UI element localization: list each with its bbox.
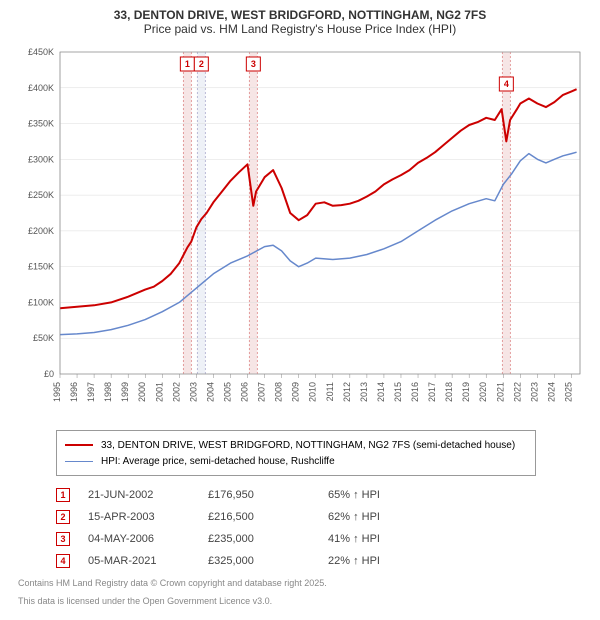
legend-swatch xyxy=(65,444,93,446)
svg-text:2020: 2020 xyxy=(478,382,488,402)
svg-text:£450K: £450K xyxy=(28,47,54,57)
event-row: 1 21-JUN-2002£176,95065% ↑ HPI xyxy=(56,484,590,506)
event-date: 05-MAR-2021 xyxy=(88,555,208,567)
svg-text:1995: 1995 xyxy=(52,382,62,402)
legend-swatch xyxy=(65,461,93,462)
svg-text:2002: 2002 xyxy=(171,382,181,402)
event-price: £235,000 xyxy=(208,533,328,545)
event-gain: 62% ↑ HPI xyxy=(328,511,380,523)
event-price: £216,500 xyxy=(208,511,328,523)
legend-item: HPI: Average price, semi-detached house,… xyxy=(65,453,527,469)
svg-text:1997: 1997 xyxy=(86,382,96,402)
svg-text:4: 4 xyxy=(504,79,509,89)
svg-text:2012: 2012 xyxy=(342,382,352,402)
svg-text:2013: 2013 xyxy=(359,382,369,402)
event-gain: 41% ↑ HPI xyxy=(328,533,380,545)
svg-text:2: 2 xyxy=(199,59,204,69)
footnote-license: This data is licensed under the Open Gov… xyxy=(18,596,582,608)
svg-text:£150K: £150K xyxy=(28,262,54,272)
svg-text:2023: 2023 xyxy=(529,382,539,402)
svg-text:2016: 2016 xyxy=(410,382,420,402)
svg-text:2001: 2001 xyxy=(154,382,164,402)
svg-text:2010: 2010 xyxy=(308,382,318,402)
event-row: 3 04-MAY-2006£235,00041% ↑ HPI xyxy=(56,528,590,550)
event-marker: 3 xyxy=(56,532,70,546)
svg-text:£200K: £200K xyxy=(28,226,54,236)
svg-text:2003: 2003 xyxy=(188,382,198,402)
svg-text:2011: 2011 xyxy=(325,382,335,401)
svg-text:1996: 1996 xyxy=(69,382,79,402)
event-marker: 1 xyxy=(56,488,70,502)
legend: 33, DENTON DRIVE, WEST BRIDGFORD, NOTTIN… xyxy=(56,430,536,476)
svg-text:£400K: £400K xyxy=(28,83,54,93)
event-date: 21-JUN-2002 xyxy=(88,489,208,501)
svg-text:2019: 2019 xyxy=(461,382,471,402)
svg-text:2018: 2018 xyxy=(444,382,454,402)
chart-title: 33, DENTON DRIVE, WEST BRIDGFORD, NOTTIN… xyxy=(10,8,590,22)
event-marker: 4 xyxy=(56,554,70,568)
svg-text:1: 1 xyxy=(185,59,190,69)
svg-text:2009: 2009 xyxy=(291,382,301,402)
event-row: 2 15-APR-2003£216,50062% ↑ HPI xyxy=(56,506,590,528)
svg-text:2000: 2000 xyxy=(137,382,147,402)
chart-container: { "title": "33, DENTON DRIVE, WEST BRIDG… xyxy=(0,0,600,615)
svg-text:£250K: £250K xyxy=(28,190,54,200)
svg-text:£350K: £350K xyxy=(28,119,54,129)
svg-text:2008: 2008 xyxy=(274,382,284,402)
legend-item: 33, DENTON DRIVE, WEST BRIDGFORD, NOTTIN… xyxy=(65,437,527,453)
event-price: £176,950 xyxy=(208,489,328,501)
svg-text:2004: 2004 xyxy=(205,382,215,402)
event-marker: 2 xyxy=(56,510,70,524)
svg-text:£0: £0 xyxy=(44,369,54,379)
event-price: £325,000 xyxy=(208,555,328,567)
events-table: 1 21-JUN-2002£176,95065% ↑ HPI 2 15-APR-200… xyxy=(56,484,590,572)
svg-text:2006: 2006 xyxy=(240,382,250,402)
footnote-copyright: Contains HM Land Registry data © Crown c… xyxy=(18,578,582,590)
chart-subtitle: Price paid vs. HM Land Registry's House … xyxy=(10,22,590,36)
svg-text:£300K: £300K xyxy=(28,154,54,164)
svg-text:2017: 2017 xyxy=(427,382,437,402)
legend-label: 33, DENTON DRIVE, WEST BRIDGFORD, NOTTIN… xyxy=(101,440,515,451)
chart-plot-area: £0 £50K £100K £150K £200K £250K £300K £350K £400… xyxy=(10,42,590,422)
svg-text:2021: 2021 xyxy=(495,382,505,402)
svg-text:2007: 2007 xyxy=(257,382,267,402)
event-date: 15-APR-2003 xyxy=(88,511,208,523)
svg-text:1998: 1998 xyxy=(103,382,113,402)
svg-text:2015: 2015 xyxy=(393,382,403,402)
svg-text:1999: 1999 xyxy=(120,382,130,402)
svg-text:2014: 2014 xyxy=(376,382,386,402)
legend-label: HPI: Average price, semi-detached house,… xyxy=(101,456,335,467)
svg-text:2025: 2025 xyxy=(563,382,573,402)
event-date: 04-MAY-2006 xyxy=(88,533,208,545)
svg-text:£50K: £50K xyxy=(33,333,54,343)
svg-text:3: 3 xyxy=(251,59,256,69)
svg-text:2005: 2005 xyxy=(222,382,232,402)
svg-text:2024: 2024 xyxy=(546,382,556,402)
event-row: 4 05-MAR-2021£325,00022% ↑ HPI xyxy=(56,550,590,572)
chart-svg: £0 £50K £100K £150K £200K £250K £300K £350K £400… xyxy=(10,42,590,422)
event-gain: 65% ↑ HPI xyxy=(328,489,380,501)
svg-text:2022: 2022 xyxy=(512,382,522,402)
svg-text:£100K: £100K xyxy=(28,297,54,307)
event-gain: 22% ↑ HPI xyxy=(328,555,380,567)
